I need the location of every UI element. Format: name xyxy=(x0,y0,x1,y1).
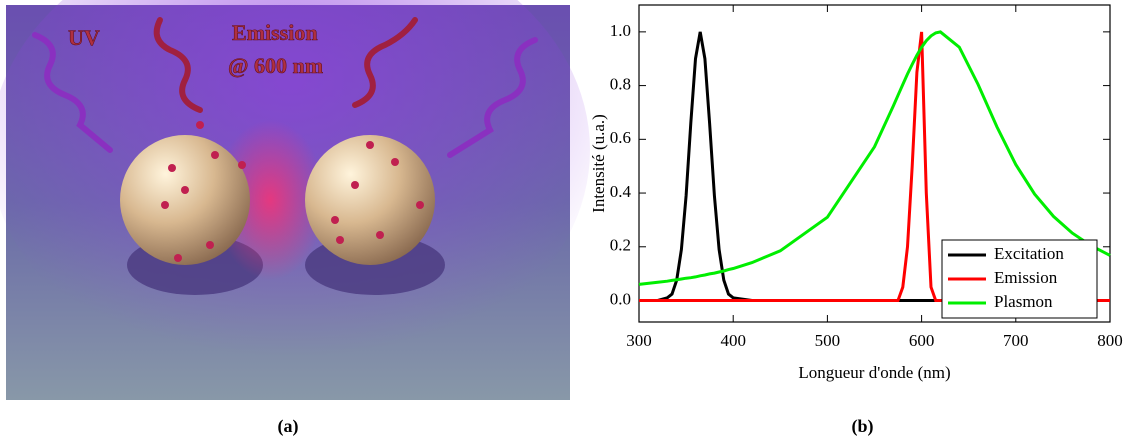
y-tick-label: 0.6 xyxy=(610,128,631,147)
emission-label: Emission xyxy=(232,20,318,45)
line-series xyxy=(638,30,1111,286)
legend: Excitation Emission Plasmon xyxy=(941,239,1098,319)
chart: 300 400 500 600 700 800 0.0 0.2 0.4 0.6 0.8 1.0 Long… xyxy=(589,4,1123,437)
legend-label: Plasmon xyxy=(994,292,1053,311)
legend-label: Emission xyxy=(994,268,1058,287)
legend-label: Excitation xyxy=(994,244,1064,263)
x-tick-label: 700 xyxy=(1003,331,1029,350)
y-tick-label: 0.4 xyxy=(610,182,632,201)
y-axis-label: Intensité (u.a.) xyxy=(589,114,608,213)
y-tick-label: 0.0 xyxy=(610,289,631,308)
plot-frame xyxy=(638,4,1111,323)
uv-label: UV xyxy=(68,25,100,50)
caption: (a) xyxy=(278,416,299,437)
y-tick-label: 0.2 xyxy=(610,236,631,255)
x-tick-label: 400 xyxy=(720,331,746,350)
arrows xyxy=(32,17,538,158)
emission-glow xyxy=(215,120,325,280)
nanoparticle xyxy=(305,135,435,265)
nanoparticle xyxy=(120,135,250,265)
x-tick-label: 500 xyxy=(815,331,841,350)
x-tick-label: 600 xyxy=(909,331,935,350)
caption: (b) xyxy=(852,416,874,437)
x-axis-label: Longueur d'onde (nm) xyxy=(798,363,950,382)
x-tick-label: 800 xyxy=(1097,331,1123,350)
emitters xyxy=(161,121,424,262)
legend-box xyxy=(941,239,1098,319)
y-tick-label: 0.8 xyxy=(610,74,631,93)
emission-label: @ 600 nm xyxy=(228,53,323,78)
y-tick-label: 1.0 xyxy=(610,21,631,40)
x-tick-label: 300 xyxy=(626,331,652,350)
illustration: UV Emission @ 600 nm (a) xyxy=(0,0,590,437)
